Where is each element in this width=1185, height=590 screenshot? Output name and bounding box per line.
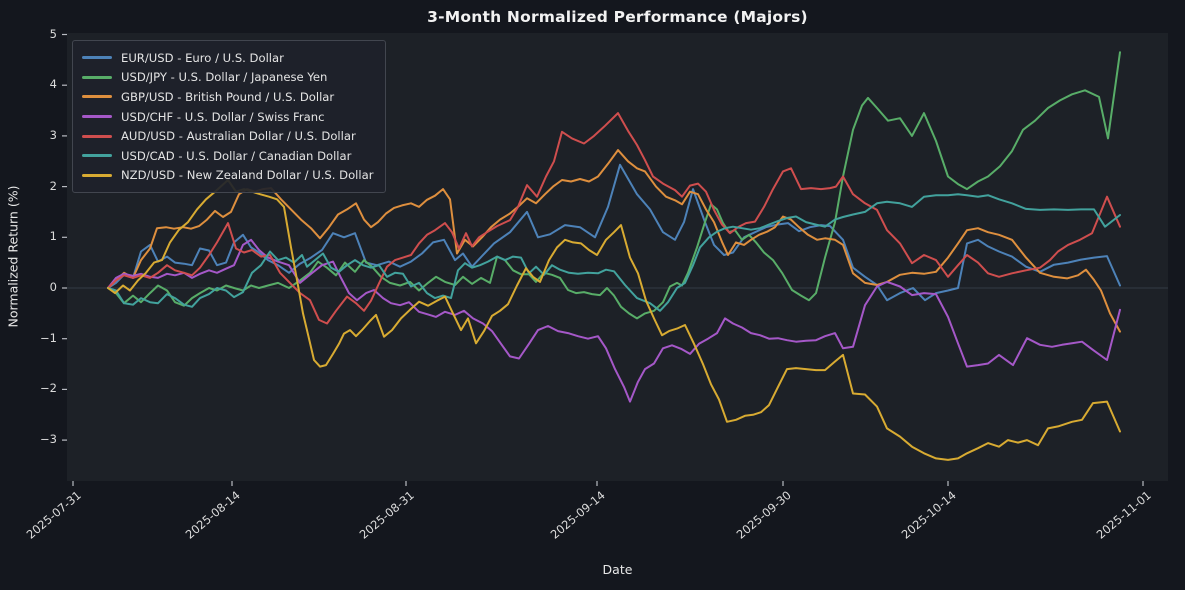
- legend-item: EUR/USD - Euro / U.S. Dollar: [82, 48, 374, 68]
- series-line-eur-usd: [107, 163, 1121, 302]
- legend-item-label: AUD/USD - Australian Dollar / U.S. Dolla…: [121, 129, 356, 144]
- chart-title: 3-Month Normalized Performance (Majors): [427, 8, 808, 26]
- legend: EUR/USD - Euro / U.S. Dollar USD/JPY - U.…: [72, 40, 386, 194]
- y-tick-label: −3: [40, 432, 57, 447]
- legend-line-swatch: [82, 115, 112, 119]
- y-tick-label: 4: [49, 77, 57, 92]
- series-line-nzd-usd: [107, 179, 1121, 461]
- y-tick-label: 3: [49, 127, 57, 142]
- legend-item: GBP/USD - British Pound / U.S. Dollar: [82, 87, 374, 107]
- y-tick-label: 2: [49, 178, 57, 193]
- series-line-aud-usd: [107, 112, 1121, 325]
- legend-line-swatch: [82, 154, 112, 158]
- x-axis-label: Date: [602, 562, 633, 577]
- legend-line-swatch: [82, 95, 112, 99]
- legend-item-label: USD/JPY - U.S. Dollar / Japanese Yen: [121, 70, 328, 85]
- legend-item-label: USD/CAD - U.S. Dollar / Canadian Dollar: [121, 148, 352, 163]
- legend-item-label: EUR/USD - Euro / U.S. Dollar: [121, 50, 284, 65]
- legend-item: USD/CHF - U.S. Dollar / Swiss Franc: [82, 107, 374, 127]
- legend-line-swatch: [82, 56, 112, 60]
- series-line-usd-cad: [107, 193, 1121, 312]
- y-tick-label: −2: [40, 381, 57, 396]
- legend-item-label: USD/CHF - U.S. Dollar / Swiss Franc: [121, 109, 325, 124]
- legend-item: USD/CAD - U.S. Dollar / Canadian Dollar: [82, 146, 374, 166]
- series-line-usd-jpy: [107, 51, 1121, 320]
- legend-item: NZD/USD - New Zealand Dollar / U.S. Doll…: [82, 166, 374, 186]
- legend-item: AUD/USD - Australian Dollar / U.S. Dolla…: [82, 126, 374, 146]
- y-tick-label: 5: [49, 26, 57, 41]
- y-tick-label: 1: [49, 229, 57, 244]
- legend-line-swatch: [82, 75, 112, 79]
- legend-item-label: NZD/USD - New Zealand Dollar / U.S. Doll…: [121, 168, 374, 183]
- legend-line-swatch: [82, 134, 112, 138]
- legend-item: USD/JPY - U.S. Dollar / Japanese Yen: [82, 68, 374, 88]
- y-tick-label: −1: [40, 330, 57, 345]
- legend-item-label: GBP/USD - British Pound / U.S. Dollar: [121, 89, 335, 104]
- legend-line-swatch: [82, 173, 112, 177]
- y-axis-label: Normalized Return (%): [5, 185, 21, 328]
- y-tick-label: 0: [49, 280, 57, 294]
- series-line-usd-chf: [107, 238, 1121, 403]
